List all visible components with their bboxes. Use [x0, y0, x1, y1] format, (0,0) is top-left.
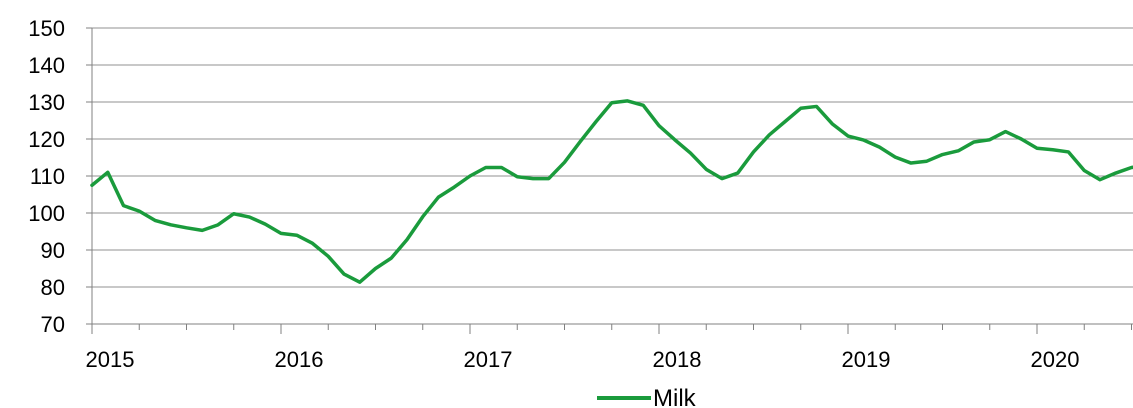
x-tick-label-2020: 2020: [1031, 347, 1080, 372]
y-tick-label-120: 120: [28, 127, 65, 152]
x-tick-label-2017: 2017: [464, 347, 513, 372]
y-tick-label-80: 80: [41, 275, 65, 300]
y-tick-label-70: 70: [41, 312, 65, 337]
x-tick-label-2015: 2015: [86, 347, 135, 372]
legend-label-milk: Milk: [653, 385, 697, 408]
y-tick-label-100: 100: [28, 201, 65, 226]
y-axis-ticks: 70 80 90 100 110 120 130 140 150: [28, 16, 92, 337]
series-group: [90, 99, 1133, 284]
y-tick-label-90: 90: [41, 238, 65, 263]
gridlines: [92, 27, 1133, 288]
x-tick-label-2018: 2018: [653, 347, 702, 372]
y-tick-label-110: 110: [30, 164, 65, 189]
y-tick-label-130: 130: [28, 90, 65, 115]
y-tick-label-140: 140: [28, 53, 65, 78]
y-tick-label-150: 150: [28, 16, 65, 41]
x-tick-label-2016: 2016: [275, 347, 324, 372]
x-axis-ticks: 2015 2016 2017 2018 2019 2020: [86, 324, 1132, 372]
series-line-milk: [90, 99, 1133, 284]
legend: Milk: [597, 385, 697, 408]
x-tick-label-2019: 2019: [842, 347, 891, 372]
